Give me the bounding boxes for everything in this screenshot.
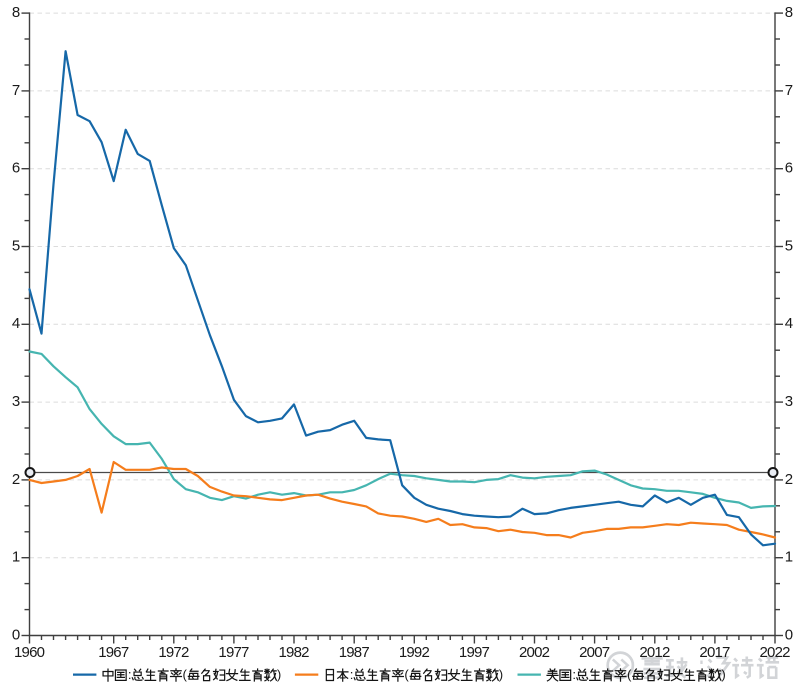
svg-text:1977: 1977 (218, 644, 249, 661)
svg-text:6: 6 (785, 160, 793, 177)
svg-text:5: 5 (785, 237, 793, 254)
svg-text:1982: 1982 (279, 644, 310, 661)
svg-text:5: 5 (12, 237, 20, 254)
svg-text:1967: 1967 (98, 644, 129, 661)
svg-text:1992: 1992 (399, 644, 430, 661)
svg-text:1: 1 (785, 549, 793, 566)
svg-text:8: 8 (785, 4, 793, 21)
svg-text:1972: 1972 (158, 644, 189, 661)
svg-text:4: 4 (785, 315, 793, 332)
svg-text:2007: 2007 (579, 644, 610, 661)
svg-text:6: 6 (12, 160, 20, 177)
svg-text:(: ( (183, 667, 188, 682)
svg-text:7: 7 (785, 82, 793, 99)
svg-text:2017: 2017 (699, 644, 730, 661)
svg-text:2: 2 (12, 471, 20, 488)
svg-text:1997: 1997 (459, 644, 490, 661)
svg-text:7: 7 (12, 82, 20, 99)
svg-text:3: 3 (12, 393, 20, 410)
svg-text:2022: 2022 (760, 644, 791, 661)
svg-text:(: ( (404, 667, 409, 682)
svg-text::: : (572, 667, 576, 682)
svg-text:1: 1 (12, 549, 20, 566)
svg-text::: : (128, 667, 132, 682)
svg-text:0: 0 (785, 626, 793, 643)
svg-text:2: 2 (785, 471, 793, 488)
svg-text:1960: 1960 (14, 644, 45, 661)
svg-text:1987: 1987 (339, 644, 370, 661)
svg-text:): ) (721, 667, 725, 682)
svg-text:): ) (277, 667, 281, 682)
svg-text::: : (350, 667, 354, 682)
svg-text:3: 3 (785, 393, 793, 410)
svg-text:4: 4 (12, 315, 20, 332)
svg-text:): ) (499, 667, 503, 682)
svg-text:2002: 2002 (519, 644, 550, 661)
svg-text:(: ( (627, 667, 632, 682)
svg-text:0: 0 (12, 626, 20, 643)
svg-text:8: 8 (12, 4, 20, 21)
svg-text:2012: 2012 (639, 644, 670, 661)
